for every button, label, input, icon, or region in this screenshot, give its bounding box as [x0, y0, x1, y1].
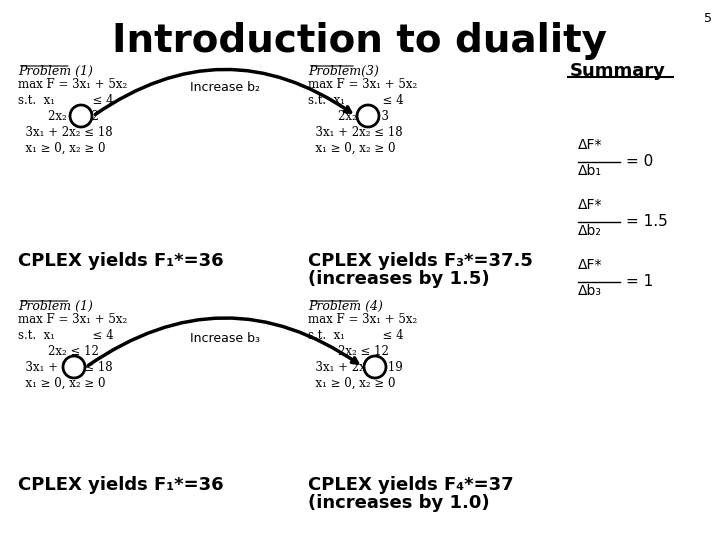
Text: max F = 3x₁ + 5x₂: max F = 3x₁ + 5x₂: [18, 78, 127, 91]
Text: = 1.5: = 1.5: [626, 214, 667, 230]
Text: CPLEX yields F₁*=36: CPLEX yields F₁*=36: [18, 476, 224, 494]
Text: Summary: Summary: [570, 62, 666, 80]
Text: Δb₃: Δb₃: [578, 284, 602, 298]
Text: ΔF*: ΔF*: [578, 138, 603, 152]
Text: ΔF*: ΔF*: [578, 198, 603, 212]
Text: Increase b₂: Increase b₂: [189, 81, 259, 94]
Text: = 1: = 1: [626, 274, 653, 289]
Text: s.t.  x₁          ≤ 4: s.t. x₁ ≤ 4: [308, 329, 404, 342]
Text: = 0: = 0: [626, 154, 653, 170]
Text: (increases by 1.0): (increases by 1.0): [308, 494, 490, 512]
Text: Problem (4): Problem (4): [308, 300, 383, 313]
Text: s.t.  x₁          ≤ 4: s.t. x₁ ≤ 4: [18, 329, 114, 342]
Text: 2x₂ ≤ 12: 2x₂ ≤ 12: [18, 110, 99, 123]
Text: 3x₁ + 2x₂ ≤ 18: 3x₁ + 2x₂ ≤ 18: [18, 126, 112, 139]
Text: 2x₂ ≤ 12: 2x₂ ≤ 12: [18, 345, 99, 358]
Text: Δb₂: Δb₂: [578, 224, 602, 238]
Text: 3x₁ + 2x₂ ≤ 18: 3x₁ + 2x₂ ≤ 18: [18, 361, 112, 374]
Text: Increase b₃: Increase b₃: [189, 332, 259, 345]
Text: s.t.  x₁          ≤ 4: s.t. x₁ ≤ 4: [308, 94, 404, 107]
Text: ΔF*: ΔF*: [578, 258, 603, 272]
Text: max F = 3x₁ + 5x₂: max F = 3x₁ + 5x₂: [18, 313, 127, 326]
Text: max F = 3x₁ + 5x₂: max F = 3x₁ + 5x₂: [308, 78, 418, 91]
Text: Introduction to duality: Introduction to duality: [112, 22, 608, 60]
Text: 3x₁ + 2x₂ ≤ 18: 3x₁ + 2x₂ ≤ 18: [308, 126, 402, 139]
Text: x₁ ≥ 0, x₂ ≥ 0: x₁ ≥ 0, x₂ ≥ 0: [308, 142, 395, 155]
Text: CPLEX yields F₃*=37.5: CPLEX yields F₃*=37.5: [308, 252, 533, 270]
Text: 5: 5: [704, 12, 712, 25]
Circle shape: [70, 105, 92, 127]
Text: 2x₂ ≤ 12: 2x₂ ≤ 12: [308, 345, 389, 358]
Text: s.t.  x₁          ≤ 4: s.t. x₁ ≤ 4: [18, 94, 114, 107]
Circle shape: [364, 356, 386, 378]
Text: Problem(3): Problem(3): [308, 65, 379, 78]
Text: x₁ ≥ 0, x₂ ≥ 0: x₁ ≥ 0, x₂ ≥ 0: [308, 377, 395, 390]
Circle shape: [63, 356, 85, 378]
Text: Δb₁: Δb₁: [578, 164, 602, 178]
Circle shape: [357, 105, 379, 127]
Text: x₁ ≥ 0, x₂ ≥ 0: x₁ ≥ 0, x₂ ≥ 0: [18, 142, 106, 155]
Text: Problem (1): Problem (1): [18, 300, 93, 313]
Text: 2x₂ ≤ 13: 2x₂ ≤ 13: [308, 110, 389, 123]
Text: max F = 3x₁ + 5x₂: max F = 3x₁ + 5x₂: [308, 313, 418, 326]
Text: 3x₁ + 2x₂ ≤ 19: 3x₁ + 2x₂ ≤ 19: [308, 361, 402, 374]
Text: CPLEX yields F₄*=37: CPLEX yields F₄*=37: [308, 476, 513, 494]
Text: Problem (1): Problem (1): [18, 65, 93, 78]
Text: x₁ ≥ 0, x₂ ≥ 0: x₁ ≥ 0, x₂ ≥ 0: [18, 377, 106, 390]
Text: (increases by 1.5): (increases by 1.5): [308, 270, 490, 288]
Text: CPLEX yields F₁*=36: CPLEX yields F₁*=36: [18, 252, 224, 270]
